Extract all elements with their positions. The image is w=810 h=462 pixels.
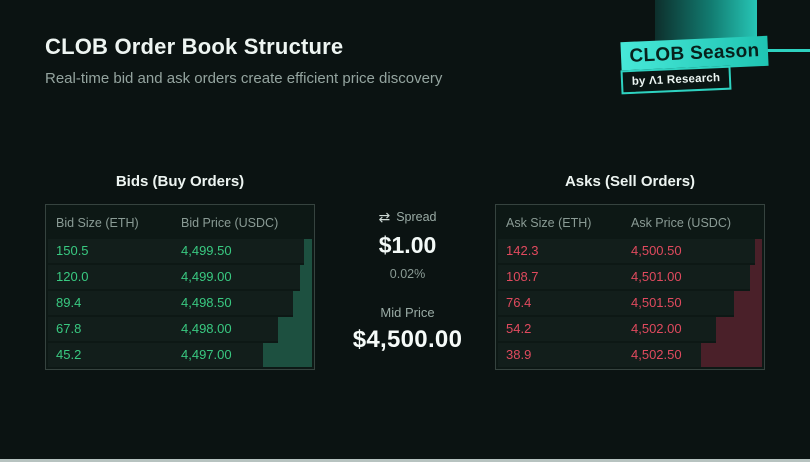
row-background — [48, 239, 312, 263]
row-background — [48, 343, 312, 367]
bid-price-value: 4,499.00 — [181, 269, 232, 284]
ask-price-value: 4,501.00 — [631, 269, 682, 284]
spread-label-row: ⇄ Spread — [340, 210, 475, 224]
bids-table-header: Bid Size (ETH) Bid Price (USDC) — [48, 207, 312, 239]
bid-price-value: 4,498.00 — [181, 321, 232, 336]
bid-price-column-header: Bid Price (USDC) — [181, 216, 279, 230]
byline-badge: by Λ1 Research — [620, 65, 732, 95]
bid-depth-bar — [293, 291, 312, 317]
ask-size-value: 76.4 — [506, 295, 532, 310]
ask-row: 108.7 4,501.00 — [498, 265, 762, 291]
mid-price-value: $4,500.00 — [352, 326, 463, 353]
page-subtitle: Real-time bid and ask orders create effi… — [45, 70, 443, 87]
bids-section: Bids (Buy Orders) Bid Size (ETH) Bid Pri… — [45, 173, 315, 370]
ask-size-value: 108.7 — [506, 269, 539, 284]
ask-price-value: 4,501.50 — [631, 295, 682, 310]
bid-size-value: 150.5 — [56, 243, 89, 258]
swap-arrows-icon: ⇄ — [378, 209, 391, 225]
ask-size-value: 54.2 — [506, 321, 532, 336]
bid-row: 89.4 4,498.50 — [48, 291, 312, 317]
spread-percent: 0.02% — [389, 267, 426, 281]
row-background — [48, 291, 312, 315]
bid-size-value: 45.2 — [56, 347, 82, 362]
bid-row: 150.5 4,499.50 — [48, 239, 312, 265]
bid-depth-bar — [304, 239, 312, 265]
asks-section-title: Asks (Sell Orders) — [564, 173, 696, 190]
bid-row: 120.0 4,499.00 — [48, 265, 312, 291]
bid-price-value: 4,499.50 — [181, 243, 232, 258]
row-background — [498, 239, 762, 263]
page-title: CLOB Order Book Structure — [45, 34, 344, 59]
bid-size-column-header: Bid Size (ETH) — [56, 216, 139, 230]
ask-row: 54.2 4,502.00 — [498, 317, 762, 343]
ask-row: 76.4 4,501.50 — [498, 291, 762, 317]
mid-price-label: Mid Price — [380, 305, 435, 320]
row-background — [498, 265, 762, 289]
ask-row: 142.3 4,500.50 — [498, 239, 762, 265]
ask-size-value: 142.3 — [506, 243, 539, 258]
bids-table-body: 150.5 4,499.50 120.0 4,499.00 89.4 4,498.50 67… — [48, 239, 312, 367]
badge-accent-line — [757, 49, 810, 52]
bid-row: 45.2 4,497.00 — [48, 343, 312, 367]
bid-depth-bar — [300, 265, 312, 291]
asks-table-header: Ask Size (ETH) Ask Price (USDC) — [498, 207, 762, 239]
spread-value: $1.00 — [378, 232, 437, 258]
ask-row: 38.9 4,502.50 — [498, 343, 762, 367]
bid-row: 67.8 4,498.00 — [48, 317, 312, 343]
bid-price-value: 4,498.50 — [181, 295, 232, 310]
ask-depth-bar — [701, 343, 762, 367]
bid-depth-bar — [263, 343, 312, 367]
ask-price-value: 4,502.50 — [631, 347, 682, 362]
bids-section-title: Bids (Buy Orders) — [115, 173, 245, 190]
ask-price-value: 4,502.00 — [631, 321, 682, 336]
bid-size-value: 67.8 — [56, 321, 82, 336]
bid-size-value: 89.4 — [56, 295, 82, 310]
bid-price-value: 4,497.00 — [181, 347, 232, 362]
row-background — [498, 317, 762, 341]
asks-section: Asks (Sell Orders) Ask Size (ETH) Ask Pr… — [495, 173, 765, 370]
bid-depth-bar — [278, 317, 312, 343]
ask-price-value: 4,500.50 — [631, 243, 682, 258]
ask-size-value: 38.9 — [506, 347, 532, 362]
bids-table: Bid Size (ETH) Bid Price (USDC) 150.5 4,4… — [45, 204, 315, 370]
ask-size-column-header: Ask Size (ETH) — [506, 216, 592, 230]
row-background — [48, 317, 312, 341]
row-background — [498, 291, 762, 315]
bid-size-value: 120.0 — [56, 269, 89, 284]
ask-depth-bar — [755, 239, 762, 265]
ask-depth-bar — [734, 291, 762, 317]
asks-table: Ask Size (ETH) Ask Price (USDC) 142.3 4,5… — [495, 204, 765, 370]
spread-label: Spread — [396, 210, 437, 224]
spread-mid-price-panel: ⇄ Spread $1.00 0.02% Mid Price $4,500.00 — [340, 210, 475, 354]
asks-table-body: 142.3 4,500.50 108.7 4,501.00 76.4 4,501.50 54… — [498, 239, 762, 367]
ask-price-column-header: Ask Price (USDC) — [631, 216, 732, 230]
ask-depth-bar — [716, 317, 762, 343]
bottom-edge-strip — [0, 459, 810, 462]
row-background — [48, 265, 312, 289]
ask-depth-bar — [750, 265, 762, 291]
row-background — [498, 343, 762, 367]
